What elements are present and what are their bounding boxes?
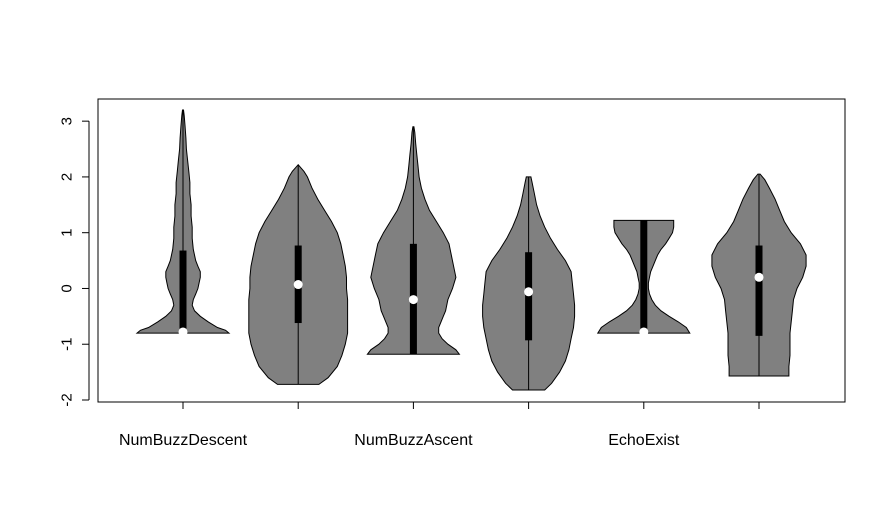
- y-tick-label: 0: [59, 284, 76, 292]
- violin-2: [248, 163, 349, 385]
- violin-box: [179, 250, 187, 332]
- violin-median-dot: [293, 280, 303, 290]
- violin-median-dot: [754, 272, 764, 282]
- violin-median-dot: [524, 287, 534, 297]
- violin-5: [596, 219, 691, 337]
- y-tick-label: -2: [59, 393, 76, 406]
- violin-median-dot: [639, 327, 649, 337]
- violin-3: [366, 126, 461, 355]
- y-tick-label: 1: [59, 229, 76, 237]
- y-tick-label: -1: [59, 338, 76, 351]
- y-tick-label: 2: [59, 173, 76, 181]
- y-axis: -2 -1 0 1 2 3: [59, 117, 90, 407]
- violin-box: [640, 220, 648, 332]
- y-tick-label: 3: [59, 117, 76, 125]
- category-label: EchoExist: [608, 432, 680, 449]
- violin-1: [135, 109, 231, 337]
- violin-6: [711, 173, 807, 377]
- violin-median-dot: [408, 295, 418, 305]
- violin-4: [482, 176, 576, 391]
- violins-group: [135, 109, 807, 391]
- x-axis: NumBuzzDescent NumBuzzAscent EchoExist: [119, 401, 760, 449]
- category-label: NumBuzzDescent: [119, 432, 248, 449]
- violin-box: [755, 245, 763, 336]
- category-label: NumBuzzAscent: [354, 432, 473, 449]
- violin-median-dot: [178, 327, 188, 337]
